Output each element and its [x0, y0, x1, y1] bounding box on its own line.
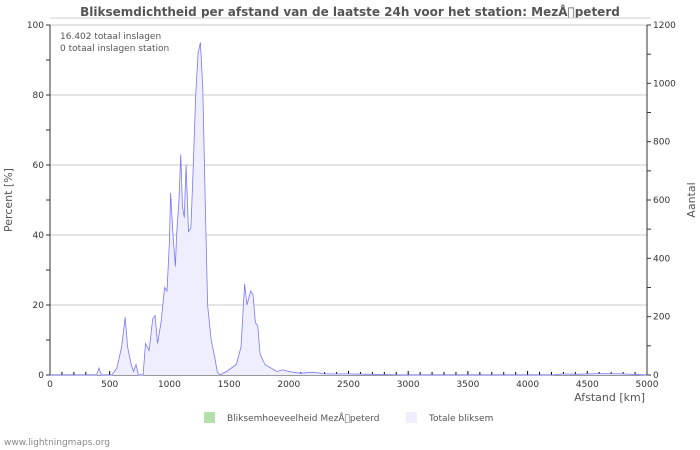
series-line-totale-bliksem: [50, 42, 648, 376]
y-right-tick-label: 200: [653, 313, 670, 323]
legend-label: Bliksemhoeveelheid MezÅ peterd: [227, 412, 380, 424]
y-tick-label: 0: [38, 371, 44, 381]
x-tick-label: 3000: [397, 380, 420, 390]
y-right-axis-label: Aantal: [685, 182, 698, 217]
y-right-tick-label: 1200: [653, 21, 676, 31]
legend-label: Totale bliksem: [428, 414, 493, 424]
y-right-tick-label: 800: [653, 138, 670, 148]
x-tick-label: 4500: [576, 380, 599, 390]
x-tick-label: 4000: [516, 380, 539, 390]
y-tick-label: 80: [33, 91, 45, 101]
annotation: 16.402 totaal inslagen: [60, 32, 161, 42]
x-tick-label: 2500: [337, 380, 360, 390]
y-axis-label: Percent [%]: [2, 168, 15, 232]
y-right-tick-label: 600: [653, 196, 670, 206]
y-tick-label: 100: [27, 21, 44, 31]
x-tick-label: 2000: [277, 380, 300, 390]
y-tick-label: 40: [33, 231, 45, 241]
y-right-tick-label: 0: [653, 371, 659, 381]
y-right-tick-label: 400: [653, 254, 670, 264]
y-right-tick-label: 1000: [653, 79, 676, 89]
chart-title: Bliksemdichtheid per afstand van de laat…: [80, 5, 620, 19]
y-tick-label: 60: [33, 161, 45, 171]
x-axis-label: Afstand [km]: [574, 391, 645, 404]
x-tick-label: 5000: [636, 380, 659, 390]
x-tick-label: 1500: [218, 380, 241, 390]
x-tick-label: 500: [101, 380, 118, 390]
annotation: 0 totaal inslagen station: [60, 44, 169, 54]
legend-swatch: [406, 412, 417, 423]
series-area-totale-bliksem: [50, 42, 647, 375]
x-tick-label: 1000: [158, 380, 181, 390]
x-tick-label: 0: [47, 380, 53, 390]
x-tick-label: 3500: [456, 380, 479, 390]
footer-link[interactable]: www.lightningmaps.org: [4, 438, 110, 448]
legend-swatch: [204, 412, 215, 423]
y-tick-label: 20: [33, 301, 45, 311]
